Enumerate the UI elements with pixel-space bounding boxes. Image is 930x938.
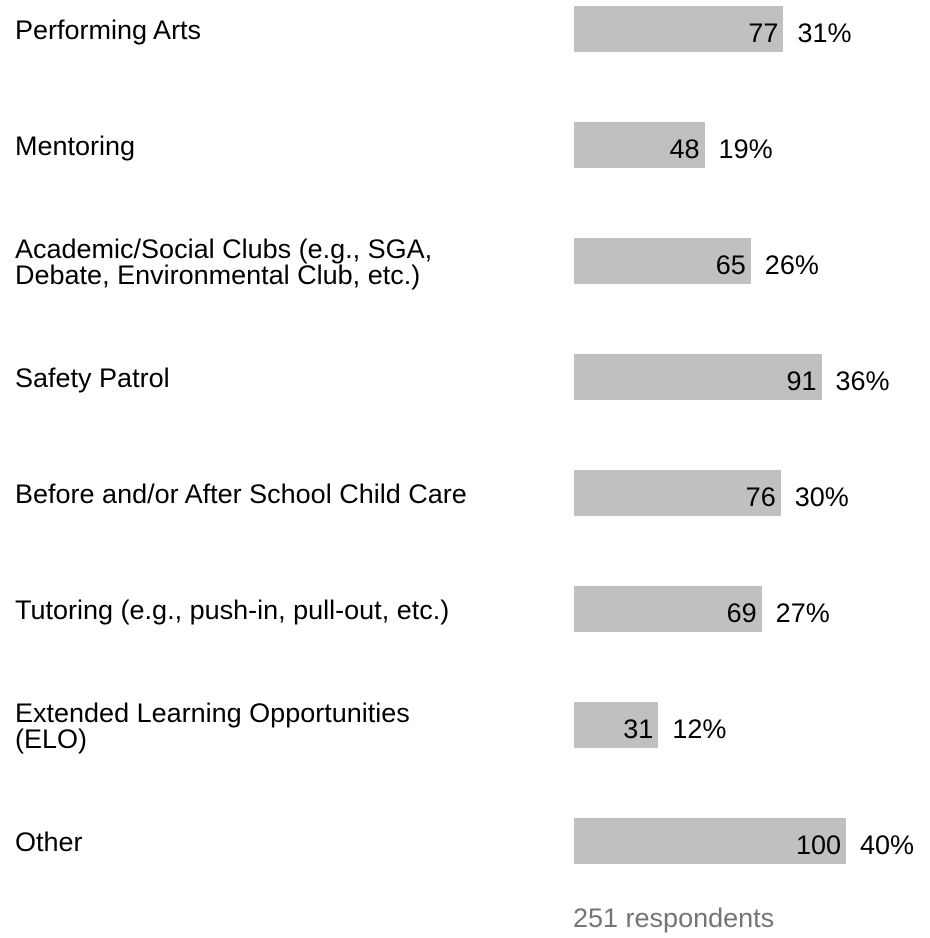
category-label: Safety Patrol xyxy=(15,363,170,393)
category-label: Before and/or After School Child Care xyxy=(15,479,467,509)
bar: 48 xyxy=(574,122,705,168)
bar: 100 xyxy=(574,818,846,864)
bar-percent-label: 19% xyxy=(718,134,773,164)
bar-percent-label: 40% xyxy=(860,830,915,860)
bar: 76 xyxy=(574,470,781,516)
bar-value-label: 48 xyxy=(669,134,700,164)
respondents-count: 251 respondents xyxy=(573,903,775,933)
bar-percent-label: 36% xyxy=(835,366,890,396)
category-label: Performing Arts xyxy=(15,15,202,45)
chart-row: Academic/Social Clubs (e.g., SGA, Debate,… xyxy=(0,232,930,342)
bar-value-label: 77 xyxy=(748,18,779,48)
bar-percent-label: 31% xyxy=(797,18,852,48)
chart-row: Safety Patrol 91 36% xyxy=(0,348,930,458)
category-label: Tutoring (e.g., push-in, pull-out, etc.) xyxy=(15,595,450,625)
category-label: Academic/Social Clubs (e.g., SGA, Debate,… xyxy=(15,234,433,290)
chart-row: Tutoring (e.g., push-in, pull-out, etc.)… xyxy=(0,580,930,690)
bar-percent-label: 12% xyxy=(672,714,727,744)
bar: 31 xyxy=(574,702,659,748)
chart-row: Before and/or After School Child Care 76 3… xyxy=(0,464,930,574)
bar: 65 xyxy=(574,238,751,284)
bar-percent-label: 27% xyxy=(775,598,830,628)
bar-percent-label: 26% xyxy=(764,250,819,280)
category-label: Other xyxy=(15,827,83,857)
bar-value-label: 31 xyxy=(623,714,654,744)
bar-value-label: 69 xyxy=(726,598,757,628)
chart-row: Mentoring 48 19% xyxy=(0,116,930,226)
chart-row: Other 100 40% xyxy=(0,812,930,922)
bar: 77 xyxy=(574,6,784,52)
bar-value-label: 91 xyxy=(786,366,817,396)
category-label: Mentoring xyxy=(15,131,136,161)
bar-value-label: 65 xyxy=(715,250,746,280)
category-label: Extended Learning Opportunities (ELO) xyxy=(15,698,410,754)
chart-row: Performing Arts 77 31% xyxy=(0,0,930,110)
bar-percent-label: 30% xyxy=(794,482,849,512)
bar-value-label: 76 xyxy=(745,482,776,512)
chart-row: Extended Learning Opportunities (ELO) 31 12… xyxy=(0,696,930,806)
bar-value-label: 100 xyxy=(795,830,841,860)
bar: 91 xyxy=(574,354,822,400)
bar: 69 xyxy=(574,586,762,632)
